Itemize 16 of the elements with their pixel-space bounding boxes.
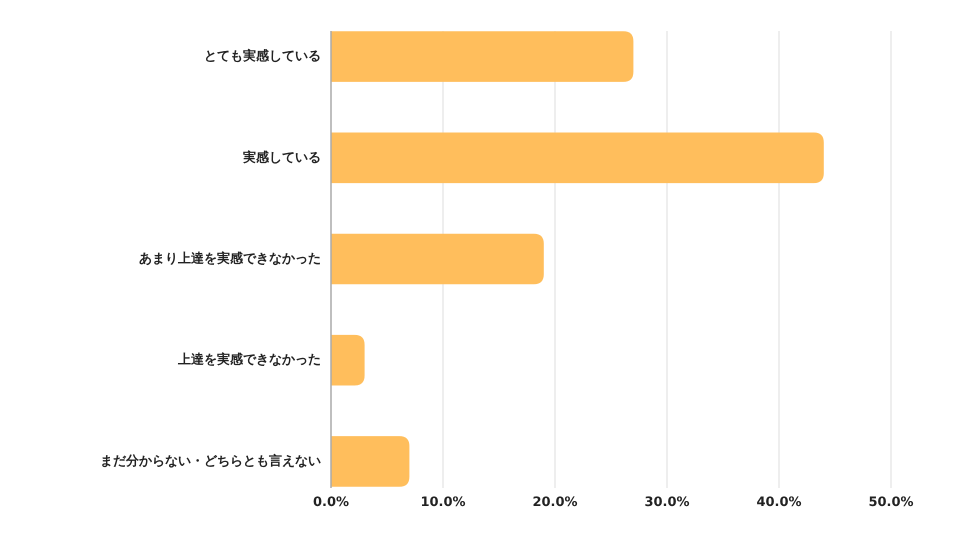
bar bbox=[331, 234, 544, 284]
bar bbox=[331, 334, 365, 386]
y-tick-label: まだ分からない・どちらとも言えない bbox=[100, 452, 321, 469]
x-tick-label: 30.0% bbox=[644, 495, 690, 510]
y-tick-label: とても実感している bbox=[204, 48, 321, 64]
x-tick-label: 50.0% bbox=[868, 495, 914, 510]
y-tick-label: あまり上達を実感できなかった bbox=[139, 250, 321, 267]
x-tick-label: 0.0% bbox=[312, 495, 350, 510]
x-tick-label: 40.0% bbox=[756, 495, 802, 510]
y-tick-label: 実感している bbox=[242, 149, 321, 166]
bar bbox=[331, 31, 634, 82]
bar bbox=[331, 132, 824, 184]
bar bbox=[331, 436, 410, 487]
x-tick-label: 20.0% bbox=[532, 495, 578, 510]
y-tick-label: 上達を実感できなかった bbox=[177, 352, 321, 368]
x-tick-label: 10.0% bbox=[420, 495, 466, 510]
